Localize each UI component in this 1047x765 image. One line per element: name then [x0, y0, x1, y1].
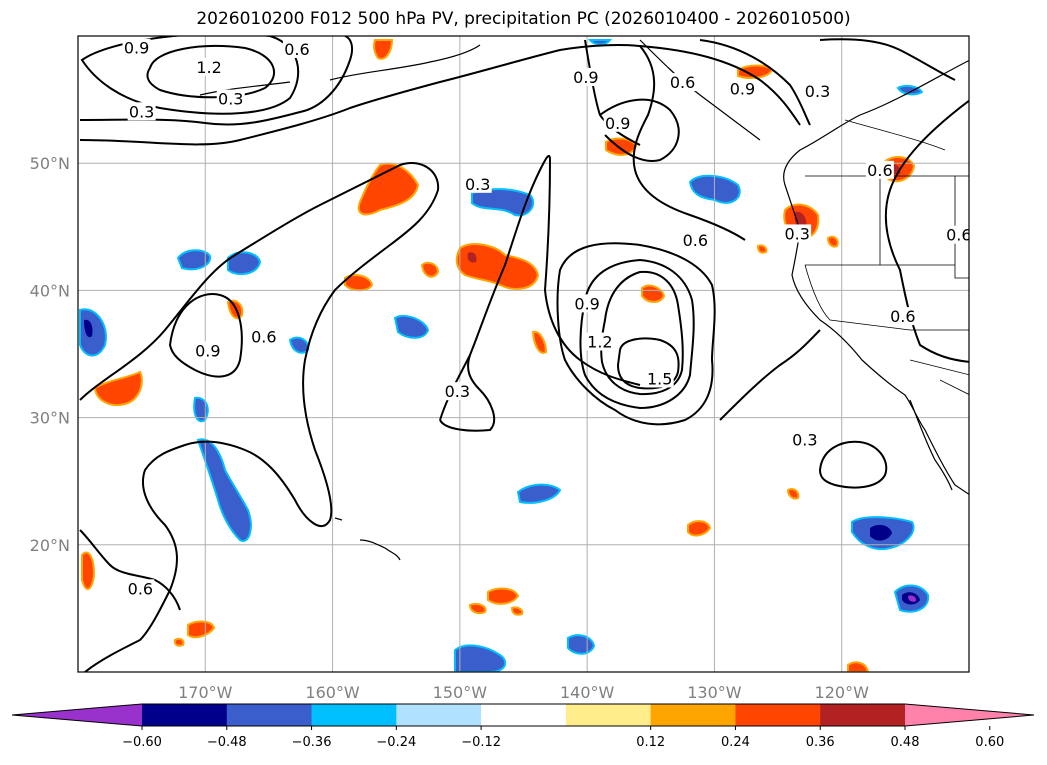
- pv-contour-label: 1.5: [647, 369, 672, 388]
- colorbar-segment: [565, 704, 652, 726]
- colorbar-segment: [311, 704, 397, 726]
- contour-label-background: [865, 160, 894, 179]
- colorbar-tick-label: 0.24: [721, 735, 750, 750]
- pv-contour-label: 0.6: [670, 73, 695, 92]
- longitude-tick-label: 140°W: [560, 683, 615, 702]
- contour-label-background: [790, 430, 819, 449]
- pv-contour-label: 0.9: [195, 341, 220, 360]
- pv-contour-label: 0.9: [124, 39, 149, 58]
- contour-label-background: [668, 73, 697, 92]
- pv-contour-label: 0.6: [128, 579, 153, 598]
- longitude-tick-label: 120°W: [815, 683, 870, 702]
- pv-contour-label: 0.9: [730, 79, 755, 98]
- pv-contour-label: 0.9: [574, 294, 599, 313]
- contour-label-background: [195, 57, 224, 76]
- contour-label-background: [127, 102, 156, 121]
- latitude-tick-label: 20°N: [30, 536, 70, 555]
- latitude-labels: 20°N 30°N 40°N 50°N: [30, 154, 70, 555]
- colorbar-tick-label: 0.12: [636, 735, 665, 750]
- contour-label-background: [443, 382, 472, 401]
- colorbar-tick-label: 0.36: [806, 735, 835, 750]
- coastlines: [199, 39, 969, 561]
- colorbar-tick-label: −0.48: [207, 735, 247, 750]
- pv-contour-label: 0.6: [867, 161, 892, 180]
- contour-label-background: [193, 341, 222, 360]
- contour-label-background: [463, 174, 492, 193]
- pv-contour-label: 0.3: [465, 175, 490, 194]
- contour-label-background: [783, 224, 812, 243]
- longitude-tick-label: 170°W: [178, 683, 233, 702]
- pv-contour-label: 0.3: [445, 382, 470, 401]
- contour-label-background: [216, 89, 245, 108]
- colorbar-segment: [820, 704, 906, 726]
- colorbar-tick-label: −0.36: [292, 735, 332, 750]
- colorbar-tick-label: −0.24: [376, 735, 416, 750]
- pv-contour-label: 0.6: [946, 226, 971, 245]
- contour-label-background: [603, 113, 632, 132]
- colorbar-segment: [142, 704, 228, 726]
- contour-label-background: [944, 225, 969, 244]
- contour-label-background: [573, 294, 602, 313]
- colorbar-tick-label: 0.60: [975, 735, 1004, 750]
- pv-contour-label: 0.3: [218, 90, 243, 109]
- colorbar-segment: [481, 704, 567, 726]
- pv-contour-label: 0.3: [805, 82, 830, 101]
- contour-label-background: [585, 332, 614, 351]
- colorbar-segment: [396, 704, 482, 726]
- latitude-tick-label: 30°N: [30, 409, 70, 428]
- contour-label-background: [728, 79, 757, 98]
- contour-label-background: [803, 81, 832, 100]
- longitude-tick-label: 150°W: [433, 683, 488, 702]
- pv-contour-label: 0.9: [573, 68, 598, 87]
- figure-title: 2026010200 F012 500 hPa PV, precipitatio…: [196, 9, 851, 29]
- pv-contour-label: 0.6: [251, 327, 276, 346]
- latitude-tick-label: 40°N: [30, 281, 70, 300]
- map-gridlines: [78, 36, 969, 672]
- pv-contour-label: 0.9: [605, 114, 630, 133]
- contour-label-background: [122, 38, 151, 57]
- colorbar-tick-label: −0.12: [461, 735, 501, 750]
- pv-contour-label: 0.3: [792, 430, 817, 449]
- pv-contour-label: 0.6: [683, 231, 708, 250]
- pv-contour-label: 1.2: [587, 333, 612, 352]
- pv-contour-label: 0.6: [890, 307, 915, 326]
- map-frame: [77, 35, 970, 673]
- pv-contour-label: 0.3: [129, 102, 154, 121]
- pv-contour-label: 0.3: [784, 224, 809, 243]
- pv-contour-label: 1.2: [196, 58, 221, 77]
- colorbar-extend-max: [905, 704, 1034, 726]
- contour-label-background: [681, 230, 710, 249]
- contour-label-background: [571, 67, 600, 86]
- longitude-tick-label: 130°W: [687, 683, 742, 702]
- pv-contour-labels: 0.9 1.2 0.6 0.3 0.3 0.9 0.6 0.9 0.3 0.9 0.6 0.3 0.6 0…: [122, 38, 971, 598]
- colorbar-extend-min: [12, 704, 142, 726]
- colorbar-segment: [735, 704, 821, 726]
- colorbar: −0.60 −0.48 −0.36 −0.24 −0.12 0.12 0.24 0.36 0.4…: [11, 703, 1035, 750]
- colorbar-tick-label: 0.48: [891, 735, 920, 750]
- pv-contours: [79, 36, 969, 672]
- contour-label-background: [282, 39, 311, 58]
- colorbar-segment: [650, 704, 736, 726]
- pv-contour-label: 0.6: [284, 40, 309, 59]
- contour-label-background: [249, 327, 278, 346]
- colorbar-segment: [226, 704, 313, 726]
- contour-label-background: [126, 579, 155, 598]
- contour-label-background: [888, 307, 917, 326]
- longitude-labels: 170°W 160°W 150°W 140°W 130°W 120°W: [178, 683, 869, 702]
- contour-label-background: [645, 369, 674, 388]
- latitude-tick-label: 50°N: [30, 154, 70, 173]
- colorbar-tick-label: −0.60: [122, 735, 162, 750]
- longitude-tick-label: 160°W: [305, 683, 360, 702]
